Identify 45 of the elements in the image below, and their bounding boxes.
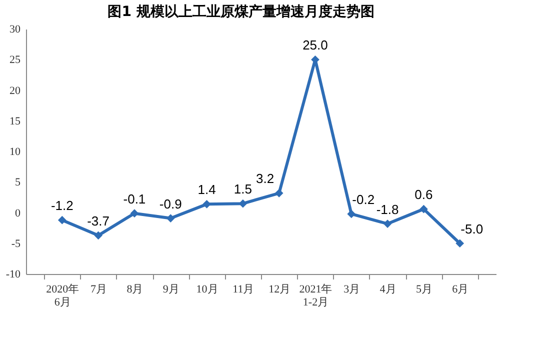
- y-tick-label: 30: [10, 24, 21, 36]
- x-tick-label: 2021年 1-2月: [299, 284, 332, 308]
- x-tick-label: 2020年 6月: [46, 284, 80, 308]
- y-tick-label: 20: [10, 84, 21, 97]
- data-label: -3.7: [87, 213, 110, 228]
- point: [130, 209, 139, 218]
- y-tick-label: 15: [10, 115, 21, 128]
- data-label: 1.4: [198, 182, 216, 198]
- x-tick-label: 4月: [380, 284, 396, 296]
- point: [347, 210, 356, 218]
- x-tick-label: 9月: [162, 284, 180, 296]
- data-label: -0.9: [159, 196, 182, 212]
- data-label: -0.1: [123, 191, 146, 206]
- point: [202, 200, 211, 208]
- x-tick-label: 5月: [416, 284, 432, 296]
- data-label: 1.5: [234, 182, 252, 197]
- point: [420, 204, 428, 214]
- y-tick-label: 5: [15, 176, 21, 189]
- data-label: 3.2: [256, 171, 274, 186]
- x-tick-label: 11月: [232, 284, 254, 296]
- point: [274, 188, 284, 198]
- point: [456, 239, 464, 248]
- point: [58, 216, 66, 224]
- data-label: -5.0: [460, 221, 484, 236]
- data-label: 25.0: [302, 38, 328, 53]
- data-label: -1.2: [50, 198, 74, 214]
- data-label: 0.6: [414, 187, 433, 202]
- y-tick-label: -10: [6, 268, 21, 280]
- point: [166, 214, 175, 222]
- x-tick-label: 12月: [268, 284, 291, 296]
- data-label: -1.8: [376, 202, 399, 217]
- data-label: -0.2: [352, 192, 375, 207]
- point: [94, 231, 102, 240]
- x-tick-label: 3月: [344, 284, 360, 296]
- x-tick-label: 7月: [90, 284, 108, 296]
- chart-title: 图1 规模以上工业原煤产量增速月度走势图: [108, 3, 374, 20]
- point: [238, 199, 248, 208]
- x-tick-label: 8月: [126, 284, 144, 296]
- y-tick-label: 0: [15, 207, 21, 220]
- x-tick-label: 6月: [452, 284, 469, 296]
- x-tick-label: 10月: [196, 284, 218, 296]
- y-tick-label: 10: [10, 146, 21, 158]
- point: [383, 220, 392, 228]
- y-tick-label: 25: [10, 54, 21, 66]
- y-tick-label: -5: [11, 238, 21, 250]
